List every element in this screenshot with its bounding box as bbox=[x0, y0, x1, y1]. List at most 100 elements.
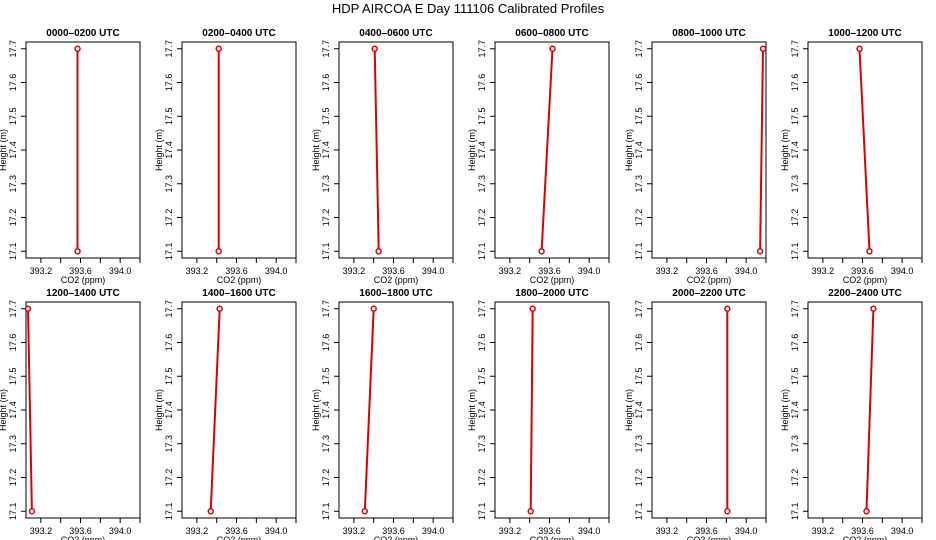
y-tick-label: 17.3 bbox=[321, 175, 331, 193]
y-tick-label: 17.2 bbox=[477, 209, 487, 227]
y-tick-label: 17.3 bbox=[634, 175, 644, 193]
y-tick-label: 17.1 bbox=[164, 242, 174, 260]
plot-frame bbox=[651, 301, 767, 519]
y-axis-label: Height (m) bbox=[780, 129, 790, 171]
y-tick-label: 17.1 bbox=[634, 502, 644, 520]
x-tick-label: 394.0 bbox=[891, 266, 914, 276]
y-tick-label: 17.2 bbox=[634, 469, 644, 487]
x-tick-label: 393.2 bbox=[499, 266, 522, 276]
y-tick-label: 17.6 bbox=[790, 334, 800, 352]
y-tick-label: 17.7 bbox=[477, 40, 487, 58]
x-tick-label: 393.6 bbox=[382, 526, 405, 536]
y-tick-label: 17.7 bbox=[321, 300, 331, 318]
data-point bbox=[207, 508, 214, 515]
data-point bbox=[549, 45, 556, 52]
plot-frame bbox=[25, 41, 141, 259]
data-point bbox=[371, 45, 378, 52]
x-tick-label: 393.2 bbox=[186, 526, 209, 536]
data-point bbox=[74, 45, 81, 52]
panel-title: 2000–2200 UTC bbox=[672, 288, 745, 299]
profile-line bbox=[209, 308, 221, 512]
panel-title: 1800–2000 UTC bbox=[515, 288, 588, 299]
y-tick-label: 17.2 bbox=[790, 469, 800, 487]
x-tick-label: 394.0 bbox=[422, 526, 445, 536]
y-tick-label: 17.3 bbox=[477, 175, 487, 193]
y-tick-label: 17.5 bbox=[634, 107, 644, 125]
y-tick-label: 17.3 bbox=[321, 435, 331, 453]
y-tick-label: 17.3 bbox=[8, 435, 18, 453]
y-tick-label: 17.6 bbox=[634, 74, 644, 92]
x-tick-label: 393.6 bbox=[851, 266, 874, 276]
y-tick-label: 17.5 bbox=[790, 367, 800, 385]
y-tick-label: 17.2 bbox=[164, 209, 174, 227]
y-tick-label: 17.7 bbox=[634, 300, 644, 318]
y-tick-label: 17.3 bbox=[790, 435, 800, 453]
x-tick-label: 393.6 bbox=[69, 266, 92, 276]
x-tick-label: 393.2 bbox=[343, 266, 366, 276]
y-tick-label: 17.5 bbox=[321, 107, 331, 125]
data-point bbox=[759, 45, 767, 52]
x-tick-label: 393.2 bbox=[186, 266, 209, 276]
y-axis-label: Height (m) bbox=[467, 389, 477, 431]
x-tick-label: 394.0 bbox=[109, 266, 132, 276]
data-point bbox=[28, 508, 36, 515]
y-axis-label: Height (m) bbox=[624, 389, 634, 431]
y-tick-label: 17.7 bbox=[8, 40, 18, 58]
x-tick-label: 393.2 bbox=[499, 526, 522, 536]
y-tick-label: 17.3 bbox=[164, 175, 174, 193]
x-tick-label: 393.6 bbox=[225, 526, 248, 536]
y-axis-label: Height (m) bbox=[624, 129, 634, 171]
data-point bbox=[724, 305, 731, 312]
x-tick-label: 393.2 bbox=[343, 526, 366, 536]
y-tick-label: 17.4 bbox=[790, 141, 800, 159]
data-point bbox=[215, 248, 222, 255]
y-tick-label: 17.6 bbox=[790, 74, 800, 92]
x-axis-label: CO2 (ppm) bbox=[843, 535, 888, 540]
y-tick-label: 17.3 bbox=[8, 175, 18, 193]
x-tick-label: 393.6 bbox=[851, 526, 874, 536]
data-point bbox=[361, 508, 369, 515]
y-tick-label: 17.5 bbox=[477, 107, 487, 125]
x-tick-label: 393.6 bbox=[695, 266, 718, 276]
y-tick-label: 17.3 bbox=[790, 175, 800, 193]
data-point bbox=[870, 305, 877, 312]
y-axis-label: Height (m) bbox=[467, 129, 477, 171]
profile-line bbox=[529, 308, 534, 512]
x-tick-label: 394.0 bbox=[735, 526, 758, 536]
y-tick-label: 17.6 bbox=[321, 74, 331, 92]
panel-title: 2200–2400 UTC bbox=[828, 288, 901, 299]
x-tick-label: 393.2 bbox=[812, 266, 835, 276]
y-tick-label: 17.3 bbox=[477, 435, 487, 453]
y-tick-label: 17.2 bbox=[790, 209, 800, 227]
x-tick-label: 394.0 bbox=[265, 526, 288, 536]
y-tick-label: 17.4 bbox=[321, 401, 331, 419]
main-title: HDP AIRCOA E Day 111106 Calibrated Profi… bbox=[331, 1, 605, 16]
x-tick-label: 394.0 bbox=[891, 526, 914, 536]
x-axis-label: CO2 (ppm) bbox=[217, 275, 262, 285]
x-tick-label: 393.2 bbox=[812, 526, 835, 536]
x-tick-label: 393.2 bbox=[30, 526, 53, 536]
y-tick-label: 17.1 bbox=[321, 242, 331, 260]
x-axis-label: CO2 (ppm) bbox=[843, 275, 888, 285]
y-tick-label: 17.4 bbox=[634, 141, 644, 159]
x-tick-label: 393.2 bbox=[656, 526, 679, 536]
panel-title: 1200–1400 UTC bbox=[46, 288, 119, 299]
panel-title: 0600–0800 UTC bbox=[515, 28, 588, 39]
data-point bbox=[856, 45, 863, 52]
plot-frame bbox=[25, 301, 141, 519]
y-tick-label: 17.6 bbox=[8, 334, 18, 352]
y-tick-label: 17.4 bbox=[477, 141, 487, 159]
x-axis-label: CO2 (ppm) bbox=[61, 535, 106, 540]
y-tick-label: 17.5 bbox=[790, 107, 800, 125]
y-tick-label: 17.1 bbox=[8, 242, 18, 260]
panel-title: 0800–1000 UTC bbox=[672, 28, 745, 39]
data-point bbox=[866, 248, 873, 255]
data-point bbox=[370, 305, 377, 312]
